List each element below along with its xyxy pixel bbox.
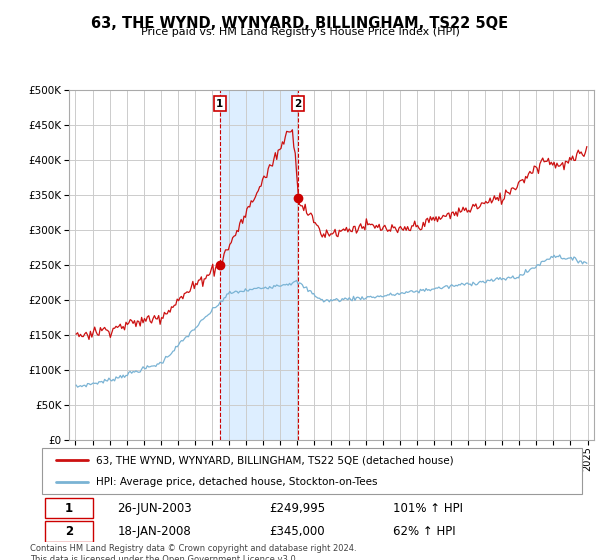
Text: HPI: Average price, detached house, Stockton-on-Tees: HPI: Average price, detached house, Stoc… xyxy=(96,477,377,487)
Text: 18-JAN-2008: 18-JAN-2008 xyxy=(118,525,191,538)
Text: 2: 2 xyxy=(65,525,73,538)
Text: Contains HM Land Registry data © Crown copyright and database right 2024.
This d: Contains HM Land Registry data © Crown c… xyxy=(30,544,356,560)
FancyBboxPatch shape xyxy=(42,448,582,494)
Text: £249,995: £249,995 xyxy=(269,502,325,515)
Text: 63, THE WYND, WYNYARD, BILLINGHAM, TS22 5QE: 63, THE WYND, WYNYARD, BILLINGHAM, TS22 … xyxy=(91,16,509,31)
Text: 62% ↑ HPI: 62% ↑ HPI xyxy=(393,525,455,538)
Bar xyxy=(220,90,298,440)
Text: 1: 1 xyxy=(65,502,73,515)
Text: Price paid vs. HM Land Registry's House Price Index (HPI): Price paid vs. HM Land Registry's House … xyxy=(140,27,460,37)
Text: 101% ↑ HPI: 101% ↑ HPI xyxy=(393,502,463,515)
Text: 26-JUN-2003: 26-JUN-2003 xyxy=(118,502,192,515)
Text: 63, THE WYND, WYNYARD, BILLINGHAM, TS22 5QE (detached house): 63, THE WYND, WYNYARD, BILLINGHAM, TS22 … xyxy=(96,455,454,465)
FancyBboxPatch shape xyxy=(45,521,94,542)
FancyBboxPatch shape xyxy=(45,498,94,519)
Text: 2: 2 xyxy=(295,99,302,109)
Text: £345,000: £345,000 xyxy=(269,525,325,538)
Text: 1: 1 xyxy=(216,99,223,109)
